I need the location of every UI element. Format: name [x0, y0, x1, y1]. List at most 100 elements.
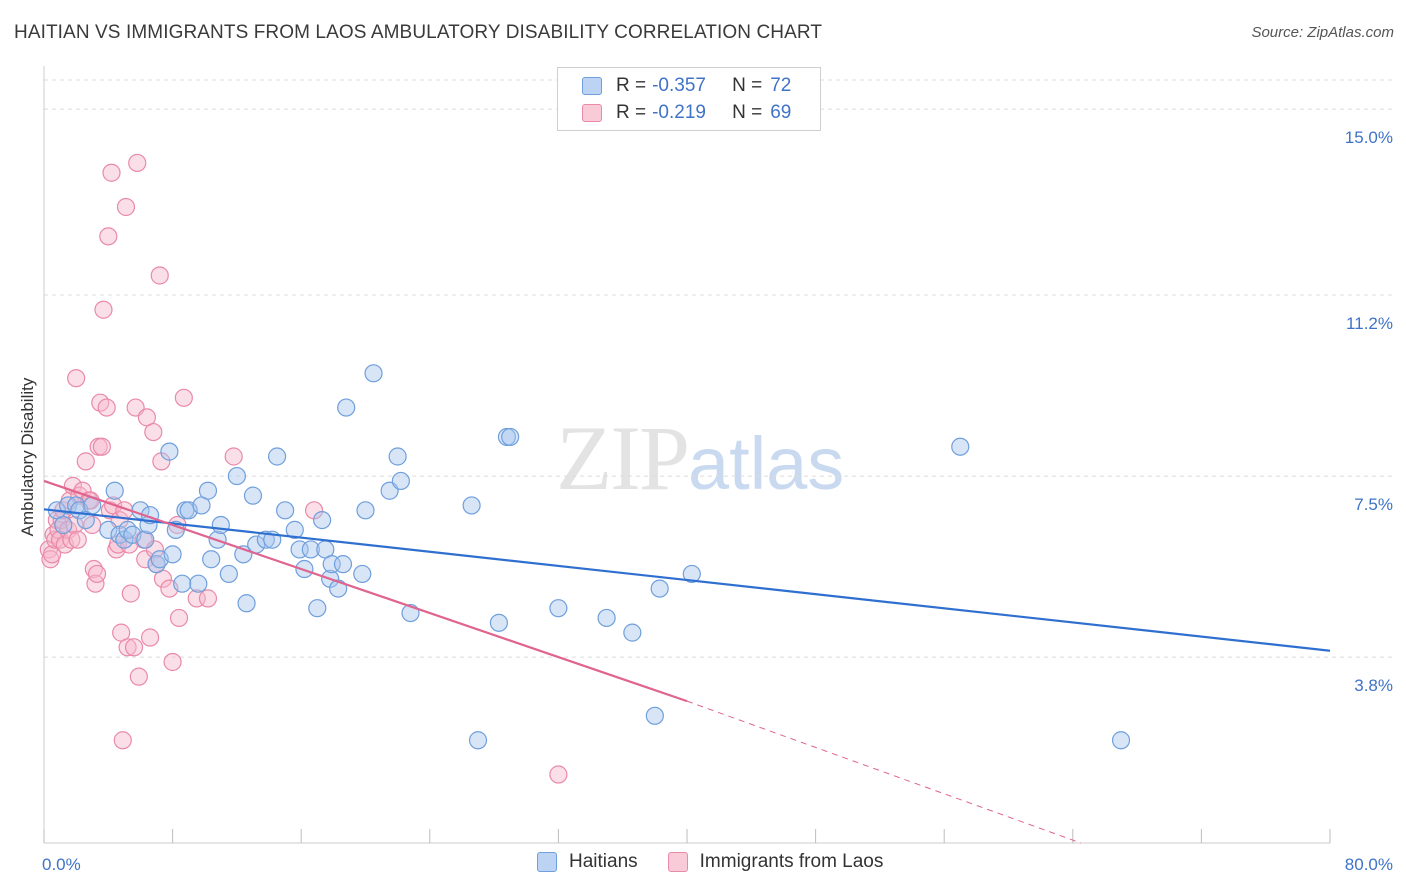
laos-point: [118, 638, 137, 657]
haitians-point: [489, 613, 509, 632]
haitians-point: [329, 579, 348, 598]
laos-point: [144, 422, 163, 442]
laos-point: [102, 163, 121, 182]
watermark-atlas: atlas: [688, 422, 845, 505]
correlation-legend: R = -0.357 N = 72 R = -0.219 N = 69: [557, 67, 821, 131]
haitians-point: [285, 520, 304, 539]
laos-trend-line: [43, 479, 688, 703]
haitians-point: [549, 599, 568, 618]
laos-point: [174, 388, 193, 407]
laos-point: [116, 197, 136, 217]
legend-r-value: -0.219: [652, 102, 706, 123]
legend-n-value: 72: [770, 75, 792, 96]
haitians-point: [211, 515, 230, 535]
haitians-point: [219, 564, 238, 584]
haitians-point: [333, 555, 353, 574]
haitians-point: [237, 594, 256, 613]
haitians-point: [391, 471, 410, 491]
series-legend: Haitians Immigrants from Laos: [537, 851, 913, 873]
laos-point: [113, 731, 132, 750]
haitians-point: [163, 545, 182, 564]
laos-point: [549, 765, 568, 784]
legend-label-laos: Immigrants from Laos: [699, 851, 884, 872]
haitians-point: [160, 442, 179, 461]
y-tick-label: 15.0%: [1345, 128, 1393, 147]
haitians-point: [501, 427, 520, 447]
y-tick-label: 3.8%: [1354, 676, 1393, 695]
legend-row-haitians: R = -0.357 N = 72: [582, 73, 791, 99]
legend-swatch-blue: [582, 77, 602, 95]
laos-point: [68, 530, 87, 549]
laos-point: [198, 589, 218, 608]
haitians-point: [189, 574, 208, 593]
haitians-point: [462, 496, 481, 515]
laos-point: [150, 266, 169, 285]
axis-labels: 3.8% 7.5% 11.2% 15.0% 0.0% 80.0% Ambulatory Di…: [18, 128, 1393, 874]
haitians-point: [1111, 731, 1131, 750]
laos-point: [42, 545, 62, 564]
haitians-point: [54, 515, 73, 535]
axes: [43, 66, 1331, 844]
haitians-point: [312, 511, 332, 530]
haitians-point: [650, 579, 669, 598]
laos-trend-extension: [686, 700, 1082, 844]
haitians-point: [267, 447, 287, 466]
haitians-point: [227, 466, 246, 486]
y-tick-label: 11.2%: [1346, 314, 1393, 333]
haitians-point: [147, 555, 166, 574]
legend-label-haitians: Haitians: [569, 851, 638, 872]
laos-point: [76, 452, 95, 471]
x-tick-label-min: 0.0%: [42, 855, 81, 874]
x-tick-label-max: 80.0%: [1345, 855, 1393, 874]
haitians-point: [951, 437, 970, 456]
legend-n-label: N =: [732, 75, 763, 96]
y-axis-label: Ambulatory Disability: [18, 377, 37, 536]
laos-point: [62, 530, 81, 549]
laos-point: [128, 153, 147, 173]
haitians-point: [597, 608, 616, 628]
legend-n-value: 69: [770, 102, 792, 123]
laos-point: [169, 608, 189, 628]
haitians-point: [308, 599, 327, 618]
haitians-point: [99, 520, 118, 539]
watermark-zip: ZIP: [556, 407, 690, 509]
haitians-point: [364, 364, 383, 383]
haitians-point: [682, 564, 701, 584]
laos-point: [84, 559, 103, 579]
haitians-point: [105, 481, 124, 500]
y-tick-label: 7.5%: [1354, 495, 1393, 514]
haitians-point: [337, 398, 356, 417]
haitians-point: [353, 564, 372, 584]
legend-item-haitians: Haitians: [537, 851, 638, 873]
legend-r-value: -0.357: [652, 75, 706, 96]
haitians-point: [198, 481, 218, 500]
haitians-point: [276, 501, 295, 520]
laos-point: [92, 437, 111, 456]
laos-point: [46, 530, 65, 549]
laos-point: [163, 652, 182, 672]
laos-point: [224, 447, 243, 466]
series-haitians-points: [47, 364, 1131, 750]
grid-lines: [44, 79, 1395, 658]
legend-swatch-haitians: [537, 852, 557, 872]
haitians-point: [243, 486, 263, 505]
laos-point: [97, 398, 116, 417]
laos-point: [99, 227, 118, 246]
laos-point: [140, 628, 160, 647]
chart-title: HAITIAN VS IMMIGRANTS FROM LAOS AMBULATO…: [14, 22, 823, 43]
laos-point: [94, 300, 113, 319]
haitians-point: [468, 731, 488, 750]
legend-item-laos: Immigrants from Laos: [667, 851, 884, 873]
trend-lines: [43, 479, 1331, 844]
laos-point: [136, 550, 155, 569]
haitians-point: [645, 706, 664, 725]
laos-point: [129, 667, 148, 686]
haitians-point: [623, 623, 642, 642]
haitians-point: [388, 447, 407, 466]
legend-swatch-pink: [582, 104, 602, 122]
legend-swatch-laos: [667, 852, 688, 872]
laos-point: [121, 584, 140, 603]
haitians-point: [356, 501, 375, 520]
legend-n-label: N =: [732, 102, 763, 123]
